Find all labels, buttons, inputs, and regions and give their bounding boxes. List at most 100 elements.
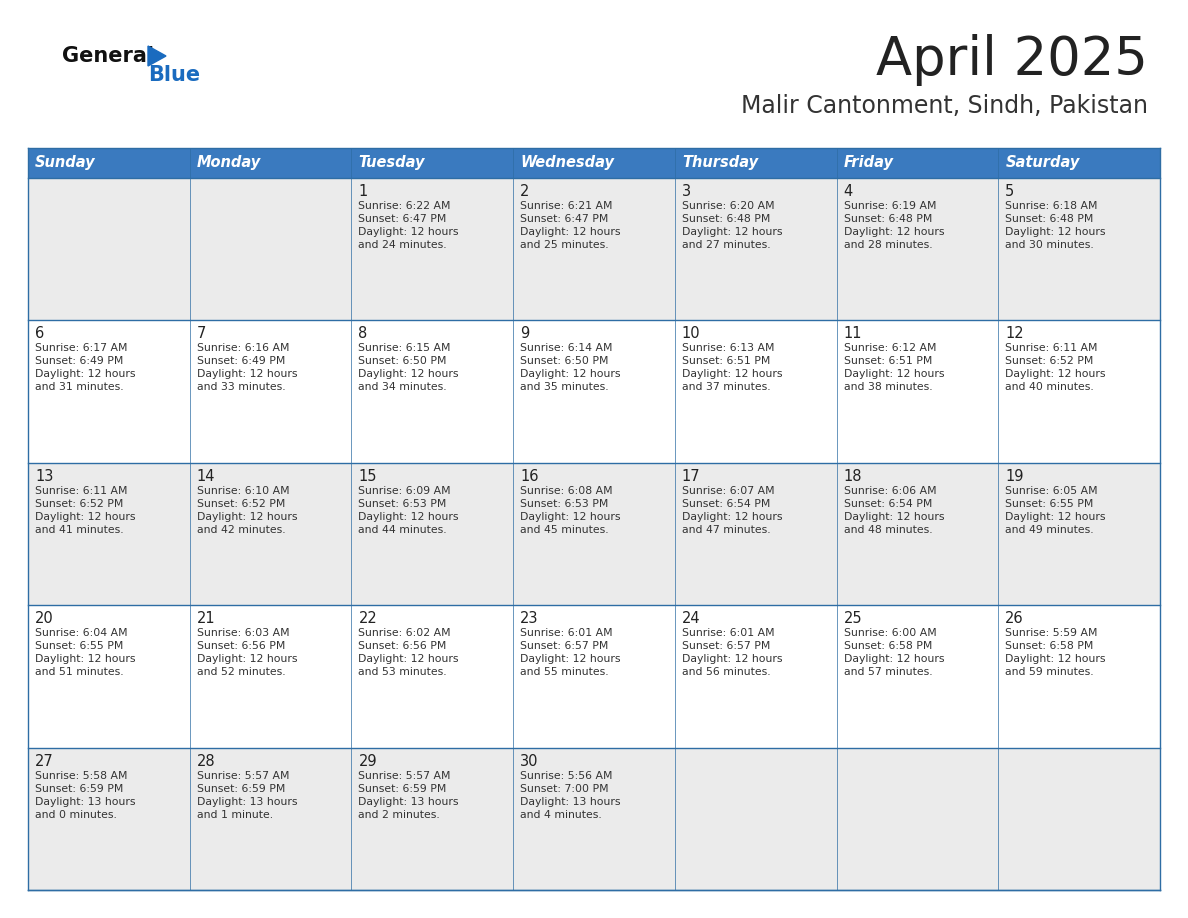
Text: Daylight: 12 hours: Daylight: 12 hours — [34, 655, 135, 665]
Bar — [675, 148, 836, 178]
Text: and 2 minutes.: and 2 minutes. — [359, 810, 441, 820]
Text: and 25 minutes.: and 25 minutes. — [520, 240, 608, 250]
Text: and 30 minutes.: and 30 minutes. — [1005, 240, 1094, 250]
Text: Thursday: Thursday — [682, 155, 758, 171]
Text: Sunrise: 6:12 AM: Sunrise: 6:12 AM — [843, 343, 936, 353]
Text: and 41 minutes.: and 41 minutes. — [34, 525, 124, 535]
Text: Sunrise: 6:14 AM: Sunrise: 6:14 AM — [520, 343, 613, 353]
Text: and 59 minutes.: and 59 minutes. — [1005, 667, 1094, 677]
Text: Sunset: 6:48 PM: Sunset: 6:48 PM — [1005, 214, 1094, 224]
Text: Daylight: 12 hours: Daylight: 12 hours — [1005, 655, 1106, 665]
Text: 26: 26 — [1005, 611, 1024, 626]
Text: Daylight: 12 hours: Daylight: 12 hours — [520, 512, 620, 521]
Text: 1: 1 — [359, 184, 367, 199]
Text: and 51 minutes.: and 51 minutes. — [34, 667, 124, 677]
Text: and 24 minutes.: and 24 minutes. — [359, 240, 447, 250]
Text: 4: 4 — [843, 184, 853, 199]
Text: and 31 minutes.: and 31 minutes. — [34, 383, 124, 392]
Text: and 53 minutes.: and 53 minutes. — [359, 667, 447, 677]
Text: Daylight: 12 hours: Daylight: 12 hours — [520, 227, 620, 237]
Bar — [29, 320, 1159, 463]
Text: and 57 minutes.: and 57 minutes. — [843, 667, 933, 677]
Text: Sunrise: 6:16 AM: Sunrise: 6:16 AM — [197, 343, 289, 353]
Text: Sunset: 6:53 PM: Sunset: 6:53 PM — [359, 498, 447, 509]
Text: and 56 minutes.: and 56 minutes. — [682, 667, 771, 677]
Text: Sunrise: 6:02 AM: Sunrise: 6:02 AM — [359, 628, 451, 638]
Text: Sunrise: 6:05 AM: Sunrise: 6:05 AM — [1005, 486, 1098, 496]
Text: and 47 minutes.: and 47 minutes. — [682, 525, 771, 535]
Text: Sunset: 6:54 PM: Sunset: 6:54 PM — [843, 498, 931, 509]
Text: 9: 9 — [520, 327, 530, 341]
Text: Sunset: 6:56 PM: Sunset: 6:56 PM — [359, 641, 447, 651]
Text: Sunset: 6:59 PM: Sunset: 6:59 PM — [34, 784, 124, 793]
Text: Daylight: 12 hours: Daylight: 12 hours — [359, 369, 459, 379]
Text: Daylight: 12 hours: Daylight: 12 hours — [520, 655, 620, 665]
Bar — [190, 148, 352, 178]
Text: 29: 29 — [359, 754, 377, 768]
Text: Sunrise: 6:11 AM: Sunrise: 6:11 AM — [1005, 343, 1098, 353]
Text: Malir Cantonment, Sindh, Pakistan: Malir Cantonment, Sindh, Pakistan — [741, 94, 1148, 118]
Text: Sunset: 6:50 PM: Sunset: 6:50 PM — [359, 356, 447, 366]
Text: Sunset: 6:50 PM: Sunset: 6:50 PM — [520, 356, 608, 366]
Text: and 37 minutes.: and 37 minutes. — [682, 383, 771, 392]
Text: 13: 13 — [34, 469, 53, 484]
Text: 19: 19 — [1005, 469, 1024, 484]
Text: Daylight: 12 hours: Daylight: 12 hours — [1005, 227, 1106, 237]
Text: Sunrise: 6:09 AM: Sunrise: 6:09 AM — [359, 486, 451, 496]
Text: Sunrise: 6:21 AM: Sunrise: 6:21 AM — [520, 201, 613, 211]
Text: Sunrise: 5:57 AM: Sunrise: 5:57 AM — [359, 770, 451, 780]
Text: Daylight: 12 hours: Daylight: 12 hours — [34, 512, 135, 521]
Text: Sunrise: 6:20 AM: Sunrise: 6:20 AM — [682, 201, 775, 211]
Text: and 48 minutes.: and 48 minutes. — [843, 525, 933, 535]
Text: Daylight: 12 hours: Daylight: 12 hours — [359, 655, 459, 665]
Text: Daylight: 12 hours: Daylight: 12 hours — [34, 369, 135, 379]
Text: 16: 16 — [520, 469, 538, 484]
Text: Sunday: Sunday — [34, 155, 95, 171]
Text: Sunrise: 6:04 AM: Sunrise: 6:04 AM — [34, 628, 127, 638]
Text: Sunrise: 6:06 AM: Sunrise: 6:06 AM — [843, 486, 936, 496]
Text: Daylight: 13 hours: Daylight: 13 hours — [520, 797, 620, 807]
Bar — [29, 148, 190, 178]
Text: 11: 11 — [843, 327, 862, 341]
Text: Daylight: 12 hours: Daylight: 12 hours — [197, 512, 297, 521]
Text: 30: 30 — [520, 754, 538, 768]
Text: Sunrise: 6:15 AM: Sunrise: 6:15 AM — [359, 343, 451, 353]
Text: Sunset: 6:53 PM: Sunset: 6:53 PM — [520, 498, 608, 509]
Text: Sunset: 6:58 PM: Sunset: 6:58 PM — [1005, 641, 1094, 651]
Text: Sunrise: 6:18 AM: Sunrise: 6:18 AM — [1005, 201, 1098, 211]
Text: and 49 minutes.: and 49 minutes. — [1005, 525, 1094, 535]
Text: Daylight: 12 hours: Daylight: 12 hours — [682, 655, 783, 665]
Text: Sunset: 6:57 PM: Sunset: 6:57 PM — [682, 641, 770, 651]
Text: and 45 minutes.: and 45 minutes. — [520, 525, 608, 535]
Bar — [29, 747, 1159, 890]
Text: Sunset: 6:52 PM: Sunset: 6:52 PM — [34, 498, 124, 509]
Bar — [29, 178, 1159, 320]
Text: and 0 minutes.: and 0 minutes. — [34, 810, 116, 820]
Text: and 34 minutes.: and 34 minutes. — [359, 383, 447, 392]
Text: 23: 23 — [520, 611, 538, 626]
Text: Sunset: 6:52 PM: Sunset: 6:52 PM — [1005, 356, 1094, 366]
Text: Daylight: 12 hours: Daylight: 12 hours — [359, 227, 459, 237]
Text: 15: 15 — [359, 469, 377, 484]
Text: Sunrise: 6:01 AM: Sunrise: 6:01 AM — [682, 628, 775, 638]
Text: 6: 6 — [34, 327, 44, 341]
Text: and 28 minutes.: and 28 minutes. — [843, 240, 933, 250]
Text: and 55 minutes.: and 55 minutes. — [520, 667, 608, 677]
Bar — [513, 148, 675, 178]
Text: Sunset: 6:49 PM: Sunset: 6:49 PM — [34, 356, 124, 366]
Text: Sunset: 6:51 PM: Sunset: 6:51 PM — [682, 356, 770, 366]
Text: 27: 27 — [34, 754, 53, 768]
Text: Sunset: 6:55 PM: Sunset: 6:55 PM — [34, 641, 124, 651]
Text: Daylight: 12 hours: Daylight: 12 hours — [843, 655, 944, 665]
Text: Tuesday: Tuesday — [359, 155, 425, 171]
Text: Daylight: 13 hours: Daylight: 13 hours — [34, 797, 135, 807]
Text: and 52 minutes.: and 52 minutes. — [197, 667, 285, 677]
Text: 17: 17 — [682, 469, 701, 484]
Text: General: General — [62, 46, 154, 66]
Text: Saturday: Saturday — [1005, 155, 1080, 171]
Text: Friday: Friday — [843, 155, 893, 171]
Text: Sunset: 6:55 PM: Sunset: 6:55 PM — [1005, 498, 1094, 509]
Text: Sunset: 6:56 PM: Sunset: 6:56 PM — [197, 641, 285, 651]
Text: Sunrise: 5:59 AM: Sunrise: 5:59 AM — [1005, 628, 1098, 638]
Bar — [29, 463, 1159, 605]
